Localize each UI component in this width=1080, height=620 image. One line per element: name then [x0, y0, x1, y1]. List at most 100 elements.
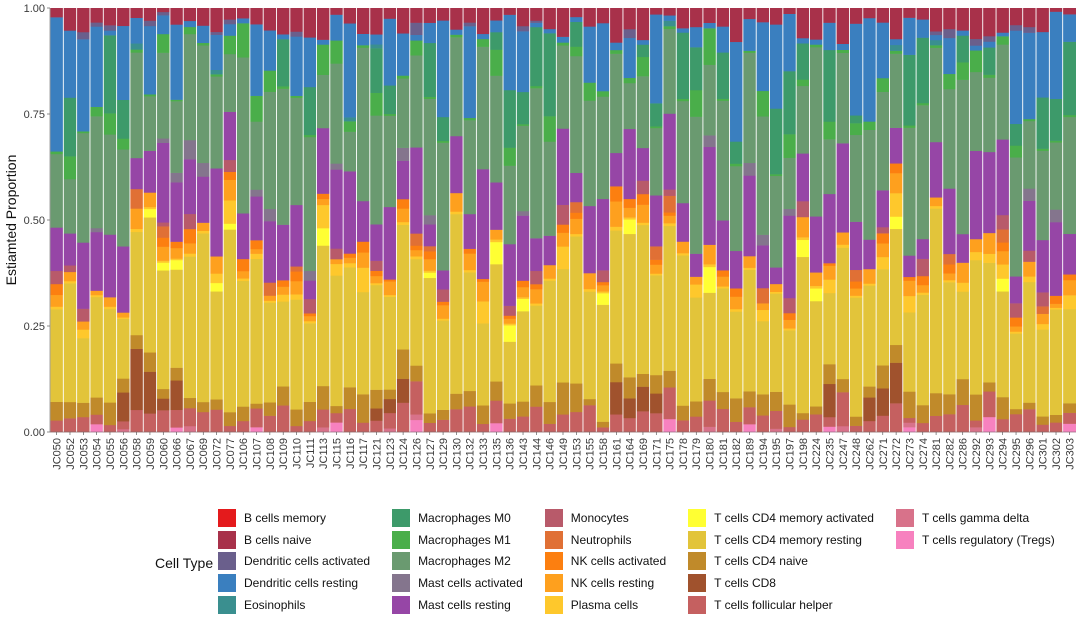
bar-segment — [423, 277, 437, 414]
legend-label: Dendritic cells activated — [244, 554, 371, 569]
bar-segment — [609, 42, 623, 51]
bar-segment — [196, 8, 210, 26]
legend-swatch — [688, 596, 707, 615]
legend-swatch — [544, 552, 563, 571]
bar-segment — [409, 40, 424, 56]
bar-segment — [263, 300, 277, 303]
bar-segment — [649, 195, 663, 247]
bar-segment — [742, 8, 757, 20]
bar-segment — [423, 246, 437, 252]
x-tick-label: JC273 — [904, 438, 916, 470]
bar-segment — [662, 28, 677, 114]
bar-segment — [543, 423, 557, 433]
legend-item: Dendritic cells activated — [218, 551, 370, 573]
bar-segment — [476, 8, 490, 35]
bar-segment — [596, 8, 610, 24]
bar-segment — [689, 89, 703, 117]
bar-segment — [729, 166, 743, 252]
bar-segment — [716, 100, 730, 221]
bar-segment — [116, 312, 130, 318]
bar-segment — [929, 31, 943, 36]
bar-segment — [1049, 422, 1063, 433]
bar-segment — [876, 243, 890, 258]
bar-segment — [876, 91, 890, 191]
bar-segment — [889, 362, 903, 404]
bar-segment — [303, 321, 317, 324]
bar-segment — [1062, 403, 1076, 413]
bar-segment — [876, 269, 890, 366]
bar-segment — [329, 422, 344, 433]
bar-segment — [50, 401, 64, 421]
legend-label: NK cells activated — [570, 554, 667, 569]
bar-segment — [516, 8, 530, 27]
bar-segment — [862, 17, 877, 122]
bar-segment — [503, 318, 517, 324]
bar-segment — [476, 323, 490, 406]
bar-segment — [982, 382, 997, 392]
bar-segment — [236, 278, 250, 282]
bar-segment — [383, 279, 397, 282]
bar-segment — [89, 414, 104, 425]
bar-segment — [609, 186, 623, 202]
bar-segment — [756, 234, 770, 246]
bar-segment — [263, 91, 277, 210]
bar-segment — [569, 218, 583, 235]
bar-segment — [463, 120, 477, 215]
bar-segment — [636, 204, 650, 223]
bar-segment — [649, 14, 663, 104]
bar-segment — [436, 320, 450, 410]
bar-segment — [409, 55, 424, 148]
bar-segment — [356, 200, 370, 242]
legend-swatch — [544, 508, 563, 527]
bar-segment — [529, 238, 544, 272]
bar-segment — [769, 175, 783, 268]
bar-segment — [609, 53, 623, 154]
bar-segment — [836, 378, 850, 393]
bar-segment — [982, 391, 997, 418]
bar-segment — [889, 216, 903, 230]
bar-segment — [249, 408, 264, 428]
bar-segment — [982, 8, 997, 37]
bar-segment — [396, 221, 410, 226]
bar-segment — [596, 22, 610, 92]
bar-segment — [543, 235, 557, 266]
bar-segment — [1049, 309, 1063, 416]
bar-segment — [329, 14, 344, 41]
bar-segment — [463, 272, 477, 392]
bar-segment — [63, 30, 77, 98]
bar-segment — [236, 213, 250, 260]
bar-segment — [329, 259, 344, 265]
bar-segment — [116, 138, 130, 150]
bar-segment — [503, 403, 517, 419]
bar-segment — [183, 397, 197, 409]
bar-segment — [396, 198, 410, 209]
bar-segment — [156, 222, 170, 227]
bar-segment — [356, 252, 370, 268]
bar-segment — [169, 241, 184, 249]
bar-segment — [676, 405, 690, 421]
bar-segment — [63, 418, 77, 433]
bar-segment — [902, 280, 917, 297]
bar-segment — [1062, 423, 1076, 433]
bar-segment — [849, 23, 863, 116]
bar-segment — [516, 280, 530, 288]
bar-segment — [116, 25, 130, 101]
bar-segment — [782, 312, 797, 320]
bar-segment — [343, 121, 357, 132]
bar-segment — [756, 245, 770, 289]
x-tick-label: JC286 — [958, 438, 970, 470]
bar-segment — [276, 286, 290, 295]
bar-segment — [423, 272, 437, 279]
bar-segment — [223, 223, 237, 230]
bar-segment — [116, 318, 130, 379]
bar-segment — [409, 245, 424, 251]
bar-segment — [742, 407, 757, 425]
bar-segment — [1049, 414, 1063, 423]
bar-segment — [862, 268, 877, 284]
x-tick-label: JC180 — [705, 438, 717, 470]
bar-segment — [129, 228, 144, 233]
bar-segment — [303, 270, 317, 281]
bar-segment — [1062, 233, 1076, 275]
bar-segment — [822, 193, 837, 264]
bar-segment — [902, 127, 917, 256]
